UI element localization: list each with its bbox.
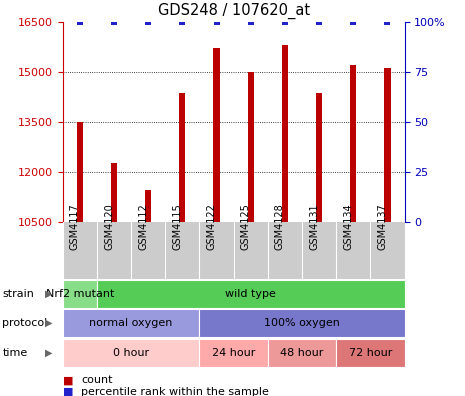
Bar — [77, 122, 83, 222]
Bar — [63, 280, 97, 308]
Text: Nrf2 mutant: Nrf2 mutant — [46, 289, 114, 299]
Text: time: time — [2, 348, 27, 358]
Text: 24 hour: 24 hour — [212, 348, 255, 358]
Text: protocol: protocol — [2, 318, 47, 328]
Text: percentile rank within the sample: percentile rank within the sample — [81, 387, 269, 396]
Text: 100% oxygen: 100% oxygen — [264, 318, 340, 328]
Bar — [248, 72, 254, 222]
Text: strain: strain — [2, 289, 34, 299]
Text: ■: ■ — [63, 387, 73, 396]
Text: normal oxygen: normal oxygen — [89, 318, 173, 328]
Text: GSM4120: GSM4120 — [104, 203, 114, 250]
Text: 48 hour: 48 hour — [280, 348, 324, 358]
Bar — [63, 309, 199, 337]
Text: ▶: ▶ — [45, 348, 53, 358]
Bar — [63, 339, 199, 367]
Text: 0 hour: 0 hour — [113, 348, 149, 358]
Bar — [213, 48, 219, 222]
Text: GSM4115: GSM4115 — [173, 203, 182, 250]
Text: ▶: ▶ — [45, 289, 53, 299]
Text: GSM4122: GSM4122 — [206, 203, 217, 250]
Bar — [199, 309, 405, 337]
Title: GDS248 / 107620_at: GDS248 / 107620_at — [158, 3, 310, 19]
Bar — [350, 65, 356, 222]
Text: GSM4131: GSM4131 — [309, 203, 319, 249]
Bar — [282, 45, 288, 222]
Bar — [336, 339, 405, 367]
Text: wild type: wild type — [226, 289, 276, 299]
Text: ▶: ▶ — [45, 318, 53, 328]
Text: ■: ■ — [63, 375, 73, 385]
Bar — [316, 93, 322, 222]
Text: 72 hour: 72 hour — [349, 348, 392, 358]
Text: GSM4134: GSM4134 — [343, 203, 353, 249]
Bar — [199, 339, 268, 367]
Bar — [385, 69, 391, 222]
Bar — [268, 339, 336, 367]
Bar — [179, 93, 186, 222]
Text: GSM4137: GSM4137 — [378, 203, 387, 250]
Text: GSM4112: GSM4112 — [138, 203, 148, 250]
Bar — [145, 190, 151, 222]
Text: GSM4125: GSM4125 — [241, 203, 251, 250]
Bar — [111, 164, 117, 222]
Text: GSM4117: GSM4117 — [70, 203, 80, 250]
Text: GSM4128: GSM4128 — [275, 203, 285, 250]
Text: count: count — [81, 375, 113, 385]
